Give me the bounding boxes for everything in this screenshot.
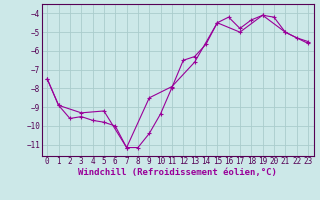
X-axis label: Windchill (Refroidissement éolien,°C): Windchill (Refroidissement éolien,°C) <box>78 168 277 177</box>
